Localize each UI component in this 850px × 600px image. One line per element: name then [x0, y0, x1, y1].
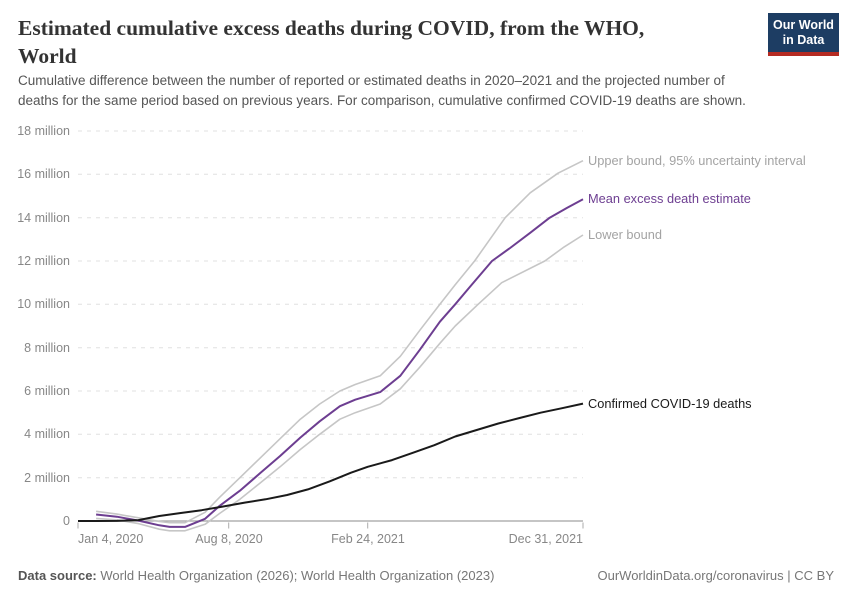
data-source-text: World Health Organization (2026); World … — [96, 568, 495, 583]
x-axis-label: Jan 4, 2020 — [78, 532, 144, 546]
y-axis-label-10: 10 million — [17, 297, 70, 311]
title-line-2: World — [18, 44, 77, 68]
title-line-1: Estimated cumulative excess deaths durin… — [18, 16, 645, 40]
owid-logo-box: Our World in Data — [768, 13, 839, 52]
y-axis-label-14: 14 million — [17, 211, 70, 225]
series-line-confirmed — [78, 402, 584, 522]
chart-footer: Data source: World Health Organization (… — [18, 567, 834, 585]
owid-logo-line-2: in Data — [782, 33, 825, 47]
data-source-note: Data source: World Health Organization (… — [18, 567, 494, 585]
y-axis-label-6: 6 million — [24, 384, 70, 398]
y-axis-label-4: 4 million — [24, 427, 70, 441]
series-label-upper-bound: Upper bound, 95% uncertainty interval — [588, 153, 806, 168]
page-title: Estimated cumulative excess deaths durin… — [18, 14, 748, 70]
y-axis-label-12: 12 million — [17, 254, 70, 268]
y-axis-label-16: 16 million — [17, 167, 70, 181]
series-line-upper — [95, 159, 584, 524]
subtitle-line-2: deaths for the same period based on prev… — [18, 93, 746, 108]
subtitle-line-1: Cumulative difference between the number… — [18, 73, 725, 88]
chart-subtitle: Cumulative difference between the number… — [18, 71, 838, 111]
y-axis-label-2: 2 million — [24, 471, 70, 485]
y-axis-label-8: 8 million — [24, 341, 70, 355]
y-axis-label-18: 18 million — [17, 124, 70, 138]
x-axis-label: Aug 8, 2020 — [195, 532, 263, 546]
owid-url-license: OurWorldinData.org/coronavirus | CC BY — [597, 568, 834, 583]
x-axis-label: Dec 31, 2021 — [508, 532, 583, 546]
series-line-lower — [96, 234, 584, 532]
series-label-lower-bound: Lower bound — [588, 227, 662, 242]
series-label-mean-estimate: Mean excess death estimate — [588, 191, 751, 206]
owid-logo: Our World in Data — [768, 13, 839, 56]
owid-logo-red-bar — [768, 52, 839, 56]
y-axis-label-0: 0 — [63, 514, 70, 528]
owid-logo-line-1: Our World — [773, 18, 834, 32]
data-source-label: Data source: — [18, 568, 97, 583]
series-label-confirmed: Confirmed COVID-19 deaths — [588, 396, 752, 411]
series-line-mean — [95, 198, 584, 528]
x-axis-label: Feb 24, 2021 — [331, 532, 405, 546]
